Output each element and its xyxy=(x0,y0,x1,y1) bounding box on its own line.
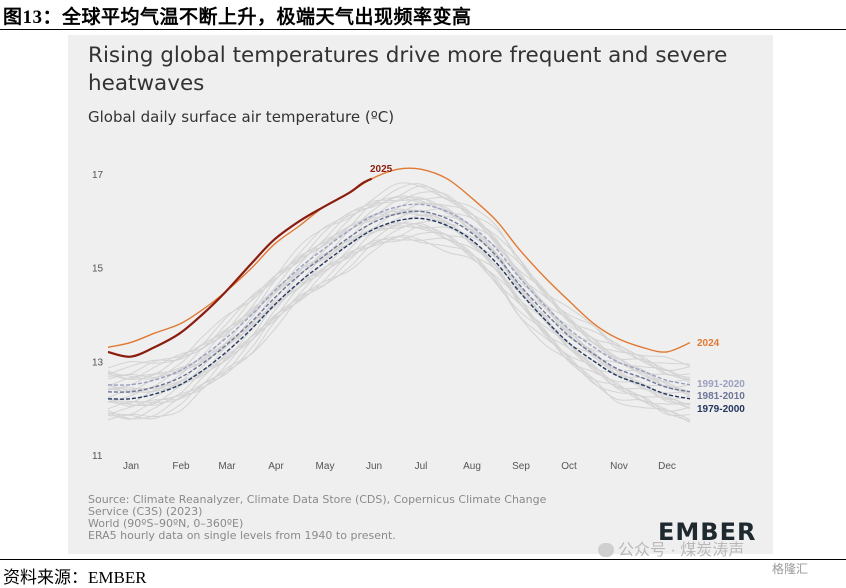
historical-year-line xyxy=(107,222,691,410)
x-tick-label: Jul xyxy=(415,461,428,472)
chart-source: Source: Climate Reanalyzer, Climate Data… xyxy=(88,494,648,542)
x-tick-label: May xyxy=(316,461,335,472)
y-tick-label: 11 xyxy=(92,451,103,462)
series-label: 1981-2010 xyxy=(697,391,745,402)
series-line-2024 xyxy=(107,167,691,353)
chart-title: Rising global temperatures drive more fr… xyxy=(88,43,728,96)
gelonghui-badge: 格隆汇 xyxy=(772,562,809,576)
bottom-rule xyxy=(0,559,846,560)
x-tick-label: Aug xyxy=(463,461,481,472)
series-line-1991-2020 xyxy=(107,203,691,386)
historical-year-line xyxy=(107,185,691,377)
historical-year-line xyxy=(107,191,691,380)
series-line-2025 xyxy=(107,177,373,358)
source-note: 资料来源：EMBER xyxy=(3,568,147,587)
historical-year-line xyxy=(107,210,691,397)
y-tick-label: 15 xyxy=(92,264,104,275)
x-tick-label: Sep xyxy=(512,461,530,472)
watermark: 公众号 · 煤炭涛声 xyxy=(598,536,744,560)
historical-year-line xyxy=(107,237,691,422)
source-line: ERA5 hourly data on single levels from 1… xyxy=(88,529,396,542)
source-line: World (90ºS–90ºN, 0–360ºE) xyxy=(88,517,244,530)
ember-logo: EMBER xyxy=(658,518,757,546)
x-tick-label: Dec xyxy=(658,461,676,472)
y-tick-label: 17 xyxy=(92,170,104,181)
series-line-1979-2000 xyxy=(107,217,691,400)
x-tick-label: Feb xyxy=(172,461,190,472)
historical-year-line xyxy=(107,183,691,375)
series-label: 1991-2020 xyxy=(697,379,745,390)
x-tick-label: Oct xyxy=(561,461,577,472)
source-line: Source: Climate Reanalyzer, Climate Data… xyxy=(88,493,547,506)
historical-years-lines xyxy=(107,182,691,423)
x-tick-label: Apr xyxy=(268,461,284,472)
source-line: Service (C3S) (2023) xyxy=(88,505,203,518)
series-label: 2025 xyxy=(370,164,393,175)
figure-caption: 图13：全球平均气温不断上升，极端天气出现频率变高 xyxy=(3,7,472,28)
x-tick-label: Mar xyxy=(218,461,236,472)
historical-year-line xyxy=(107,231,691,420)
wechat-icon xyxy=(598,543,614,557)
watermark-text: 公众号 · 煤炭涛声 xyxy=(618,542,745,559)
historical-year-line xyxy=(107,225,691,410)
historical-year-line xyxy=(107,222,691,416)
x-tick-label: Jan xyxy=(123,461,139,472)
y-axis: 11 13 15 17 xyxy=(92,170,104,462)
series-label: 1979-2000 xyxy=(697,404,745,415)
x-axis: Jan Feb Mar Apr May Jun Jul Aug Sep Oct Nov Dec xyxy=(123,461,676,472)
historical-year-line xyxy=(107,182,691,369)
chart-subtitle: Global daily surface air temperature (ºC… xyxy=(88,108,395,126)
x-tick-label: Nov xyxy=(610,461,628,472)
x-tick-label: Jun xyxy=(366,461,382,472)
series-line-1981-2010 xyxy=(107,210,691,393)
y-tick-label: 13 xyxy=(92,357,104,368)
chart-panel xyxy=(68,35,773,554)
series-lines xyxy=(107,167,691,400)
historical-year-line xyxy=(107,222,691,410)
historical-year-line xyxy=(107,209,691,399)
series-label: 2024 xyxy=(697,338,720,349)
top-rule xyxy=(0,29,846,30)
historical-year-line xyxy=(107,225,691,417)
